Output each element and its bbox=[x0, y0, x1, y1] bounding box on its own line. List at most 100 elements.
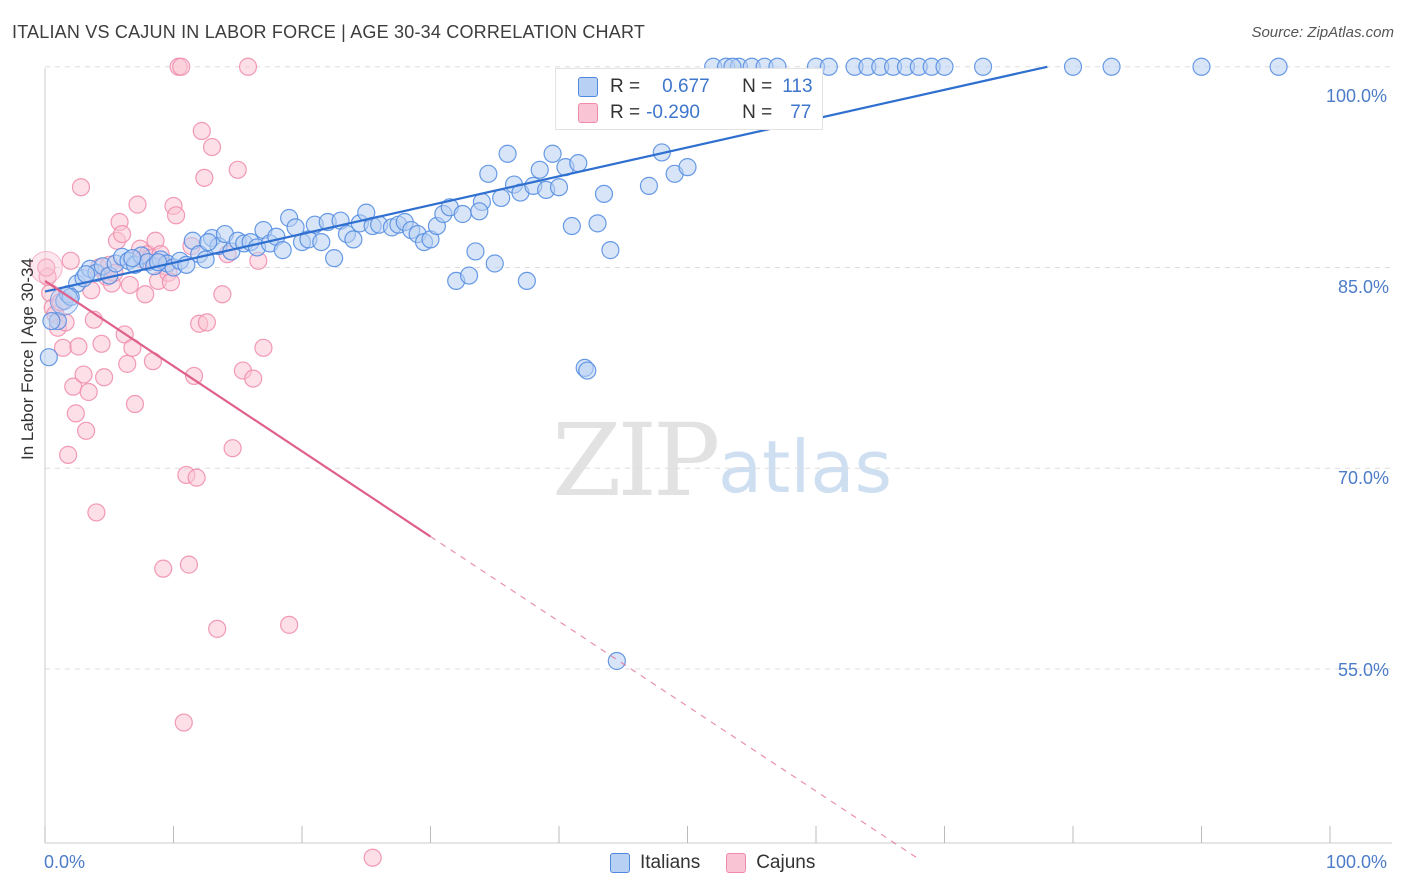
italians-point-75 bbox=[530, 160, 549, 179]
italians-point-118 bbox=[123, 249, 142, 268]
cajuns-swatch bbox=[578, 103, 598, 123]
cajuns-trendline bbox=[44, 279, 432, 538]
italians-trendline bbox=[44, 65, 1048, 293]
cajuns-point-35 bbox=[128, 195, 147, 214]
italians-point-80 bbox=[562, 216, 581, 236]
italians-point-85 bbox=[594, 184, 614, 204]
cajuns-point-53 bbox=[174, 713, 193, 732]
italians-point-111 bbox=[1102, 57, 1121, 76]
cajuns-point-63 bbox=[202, 137, 222, 157]
italians-point-63 bbox=[453, 204, 472, 224]
y-axis-label: In Labor Force | Age 30-34 bbox=[18, 258, 37, 460]
italians-r-label: R = bbox=[610, 76, 641, 97]
cajuns-point-13 bbox=[71, 178, 91, 197]
cajuns-point-73 bbox=[254, 338, 273, 357]
cajuns-cluster-marker bbox=[29, 251, 63, 285]
italians-point-92 bbox=[678, 158, 697, 177]
italians-point-36 bbox=[273, 241, 292, 260]
italians-point-44 bbox=[325, 249, 344, 268]
source-label: Source: ZipAtlas.com bbox=[1251, 24, 1394, 41]
legend-swatch-cajuns bbox=[726, 853, 747, 873]
cajuns-point-65 bbox=[213, 285, 232, 304]
italians-point-77 bbox=[543, 144, 562, 163]
legend-item-cajuns[interactable]: Cajuns bbox=[726, 852, 815, 874]
italians-n-label: N = bbox=[742, 76, 773, 97]
italians-r-value: 0.677 bbox=[662, 76, 710, 97]
cajuns-point-19 bbox=[87, 503, 106, 522]
italians-point-73 bbox=[517, 271, 536, 290]
y-tick-100: 100.0% bbox=[1326, 86, 1388, 106]
italians-point-67 bbox=[479, 164, 498, 183]
italians-point-84 bbox=[588, 214, 607, 233]
cajuns-point-61 bbox=[195, 168, 214, 187]
italians-point-110 bbox=[1063, 57, 1083, 76]
italians-point-68 bbox=[485, 254, 504, 273]
italians-point-70 bbox=[498, 144, 517, 163]
cajuns-point-14 bbox=[74, 365, 93, 384]
italians-point-86 bbox=[601, 241, 620, 260]
italians-point-78 bbox=[549, 178, 569, 197]
cajuns-point-31 bbox=[118, 354, 137, 373]
cajuns-point-48 bbox=[161, 273, 181, 292]
italians-point-69 bbox=[492, 188, 511, 208]
cajuns-point-71 bbox=[244, 369, 263, 388]
stats-legend: R = 0.677 N = 113 R = -0.290 N = 77 bbox=[555, 68, 823, 130]
legend-swatch-italians bbox=[610, 853, 630, 873]
cajuns-point-38 bbox=[136, 285, 155, 304]
cajuns-point-58 bbox=[187, 468, 206, 487]
cajuns-point-16 bbox=[79, 382, 98, 402]
cajuns-point-70 bbox=[238, 57, 258, 76]
italians-point-64 bbox=[459, 266, 479, 285]
italians-point-109 bbox=[973, 57, 993, 76]
italians-point-83 bbox=[578, 361, 597, 380]
legend-label-italians: Italians bbox=[640, 852, 701, 873]
cajuns-point-21 bbox=[92, 334, 111, 353]
cajuns-point-68 bbox=[228, 160, 247, 179]
cajuns-point-29 bbox=[112, 224, 132, 244]
cajuns-point-50 bbox=[166, 206, 186, 225]
cajuns-r-value: -0.290 bbox=[646, 102, 700, 123]
italians-point-65 bbox=[466, 242, 485, 261]
cajuns-point-45 bbox=[154, 559, 173, 578]
cajuns-r-label: R = bbox=[610, 102, 641, 123]
italians-point-108 bbox=[935, 57, 954, 76]
italians-swatch bbox=[578, 77, 598, 97]
cajuns-point-32 bbox=[120, 275, 139, 295]
italians-point-112 bbox=[1192, 57, 1211, 76]
stats-row-cajuns: R = -0.290 N = 77 bbox=[578, 102, 811, 124]
cajuns-n-value: 77 bbox=[790, 102, 812, 123]
cajuns-point-55 bbox=[179, 555, 199, 574]
series-legend: Italians Cajuns bbox=[610, 852, 815, 874]
cajuns-point-74 bbox=[280, 615, 299, 634]
cajuns-point-60 bbox=[192, 121, 211, 141]
cajuns-point-75 bbox=[363, 848, 382, 867]
cajuns-point-11 bbox=[66, 404, 85, 423]
italians-point-120 bbox=[199, 232, 218, 252]
x-tick-max: 100.0% bbox=[1326, 852, 1388, 872]
cajuns-point-64 bbox=[208, 619, 227, 638]
cajuns-point-12 bbox=[69, 337, 88, 356]
cajuns-point-9 bbox=[61, 251, 80, 270]
cajuns-point-62 bbox=[197, 313, 217, 332]
italians-n-value: 113 bbox=[782, 76, 813, 97]
cajuns-point-34 bbox=[125, 394, 145, 414]
italians-point-100 bbox=[819, 57, 838, 76]
cajuns-point-22 bbox=[95, 368, 114, 387]
legend-item-italians[interactable]: Italians bbox=[610, 852, 700, 874]
cajuns-point-15 bbox=[77, 421, 96, 440]
cajuns-point-8 bbox=[59, 445, 78, 464]
cajuns-point-67 bbox=[223, 439, 242, 458]
italians-point-42 bbox=[312, 232, 331, 252]
x-tick-min: 0.0% bbox=[44, 852, 86, 872]
stats-row-italians: R = 0.677 N = 113 bbox=[578, 76, 813, 98]
italians-point-89 bbox=[639, 176, 659, 195]
watermark-atlas: atlas bbox=[718, 425, 892, 509]
legend-label-cajuns: Cajuns bbox=[756, 852, 816, 873]
italians-point-81 bbox=[569, 154, 588, 173]
italians-point-114 bbox=[607, 651, 626, 671]
italians-point-113 bbox=[1269, 57, 1288, 76]
cajuns-point-52 bbox=[172, 57, 191, 76]
cajuns-point-76 bbox=[37, 258, 56, 277]
y-tick-70: 70.0% bbox=[1338, 468, 1390, 488]
